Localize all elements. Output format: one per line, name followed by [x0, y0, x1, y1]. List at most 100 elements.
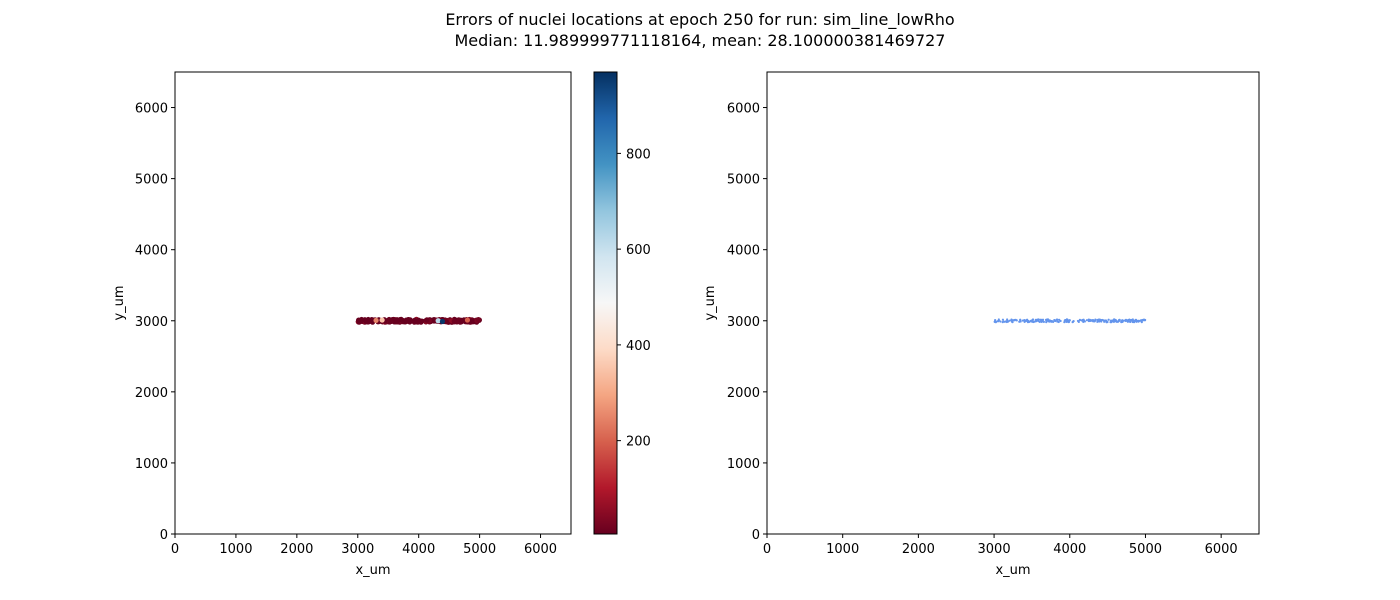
right-y-axis-label: y_um: [703, 285, 718, 320]
left-xtick-label: 6000: [524, 542, 557, 557]
colorbar: 200 400 600 800: [593, 71, 651, 535]
right-scatter-point: [997, 318, 1000, 321]
right-scatter-point: [1001, 318, 1005, 321]
right-scatter-point: [1019, 320, 1022, 323]
figure-title-line1: Errors of nuclei locations at epoch 250 …: [445, 10, 955, 29]
left-scatter-point: [451, 318, 457, 324]
right-scatter-point: [1067, 320, 1070, 324]
colorbar-gradient: [594, 72, 617, 534]
left-scatter-point: [458, 319, 464, 325]
right-scatter-point: [1055, 318, 1059, 321]
right-scatter-point: [1063, 319, 1066, 322]
right-scatter-point: [1015, 319, 1018, 322]
right-xtick-label: 2000: [902, 542, 935, 557]
figure-title-line2: Median: 11.989999771118164, mean: 28.100…: [454, 31, 946, 50]
left-scatter-point: [362, 317, 368, 323]
right-scatter-point: [1011, 321, 1014, 324]
right-x-ticks: 0 1000 2000 3000 4000 5000 6000: [763, 534, 1238, 557]
left-points-group: [355, 316, 482, 325]
left-ytick-label: 5000: [135, 173, 168, 188]
left-scatter-point: [356, 319, 362, 325]
left-scatter-point: [373, 317, 379, 324]
right-scatter-point: [1010, 318, 1013, 321]
right-scatter-point: [1126, 320, 1129, 323]
right-plot-area: [767, 72, 1259, 534]
right-scatter-point: [1101, 318, 1104, 322]
right-ytick-label: 4000: [727, 244, 760, 259]
right-scatter-point: [1059, 319, 1062, 323]
right-scatter-point: [1005, 320, 1008, 324]
left-xtick-label: 4000: [402, 542, 435, 557]
right-scatter-point: [1115, 320, 1119, 323]
right-scatter-point: [1129, 318, 1132, 322]
right-x-axis-label: x_um: [995, 563, 1030, 578]
right-xtick-label: 4000: [1053, 542, 1086, 557]
colorbar-tick-label: 200: [626, 435, 651, 450]
right-scatter-point: [1065, 318, 1068, 321]
left-scatter-point: [424, 317, 430, 323]
colorbar-tick-label: 400: [626, 339, 651, 354]
colorbar-frame: [593, 71, 618, 535]
left-scatter-plot: 0 1000 2000 3000 4000 5000 6000 0 1000 2000 3000 4…: [112, 71, 572, 578]
right-scatter-point: [1081, 319, 1085, 322]
left-xtick-label: 2000: [280, 542, 313, 557]
colorbar-ticks: 200 400 600 800: [617, 147, 651, 450]
colorbar-tick-label: 800: [626, 147, 651, 162]
right-plot-frame: [766, 71, 1260, 535]
left-ytick-label: 0: [160, 528, 168, 543]
left-y-axis-label: y_um: [112, 285, 127, 320]
right-ytick-label: 1000: [727, 457, 760, 472]
right-scatter-point: [1112, 320, 1116, 323]
right-scatter-point: [1013, 319, 1016, 322]
right-ytick-label: 5000: [727, 173, 760, 188]
right-scatter-point: [1092, 319, 1096, 322]
left-scatter-point: [412, 317, 418, 324]
right-scatter-point: [1136, 319, 1140, 322]
right-scatter-point: [1053, 319, 1056, 322]
right-xtick-label: 0: [763, 542, 771, 557]
right-scatter-point: [1109, 319, 1113, 322]
right-scatter-point: [1142, 318, 1146, 321]
right-xtick-label: 6000: [1205, 542, 1238, 557]
right-scatter-point: [1057, 320, 1060, 324]
right-ytick-label: 2000: [727, 386, 760, 401]
left-xtick-label: 1000: [219, 542, 252, 557]
left-x-ticks: 0 1000 2000 3000 4000 5000 6000: [171, 534, 557, 557]
right-xtick-label: 1000: [826, 542, 859, 557]
right-scatter-point: [1048, 319, 1051, 322]
left-ytick-label: 6000: [135, 102, 168, 117]
right-scatter-point: [1089, 319, 1092, 322]
right-scatter-point: [1134, 319, 1137, 322]
left-scatter-point: [435, 318, 441, 324]
right-scatter-point: [1041, 319, 1044, 322]
right-scatter-point: [1068, 319, 1071, 322]
left-scatter-point: [403, 317, 409, 323]
right-ytick-label: 0: [752, 528, 760, 543]
right-scatter-point: [1103, 320, 1106, 323]
right-xtick-label: 5000: [1129, 542, 1162, 557]
right-scatter-point: [1099, 319, 1103, 322]
right-scatter-point: [1140, 319, 1144, 322]
left-ytick-label: 3000: [135, 315, 168, 330]
left-scatter-point: [464, 317, 471, 323]
right-scatter-point: [994, 321, 997, 324]
right-scatter-point: [1023, 318, 1026, 322]
right-scatter-point: [1085, 319, 1089, 322]
right-scatter-point: [1121, 320, 1124, 323]
left-scatter-point: [418, 319, 424, 325]
left-ytick-label: 2000: [135, 386, 168, 401]
right-scatter-point: [1131, 320, 1134, 324]
right-scatter-point: [1131, 318, 1134, 321]
right-scatter-point: [1008, 319, 1011, 322]
left-x-axis-label: x_um: [355, 563, 390, 578]
left-xtick-label: 0: [171, 542, 179, 557]
colorbar-tick-label: 600: [626, 243, 651, 258]
right-scatter-point: [996, 320, 1000, 323]
left-scatter-point: [443, 319, 449, 325]
right-scatter-point: [1044, 318, 1048, 321]
right-scatter-point: [1037, 318, 1040, 321]
right-scatter-point: [1106, 320, 1109, 324]
left-scatter-point: [379, 317, 385, 323]
